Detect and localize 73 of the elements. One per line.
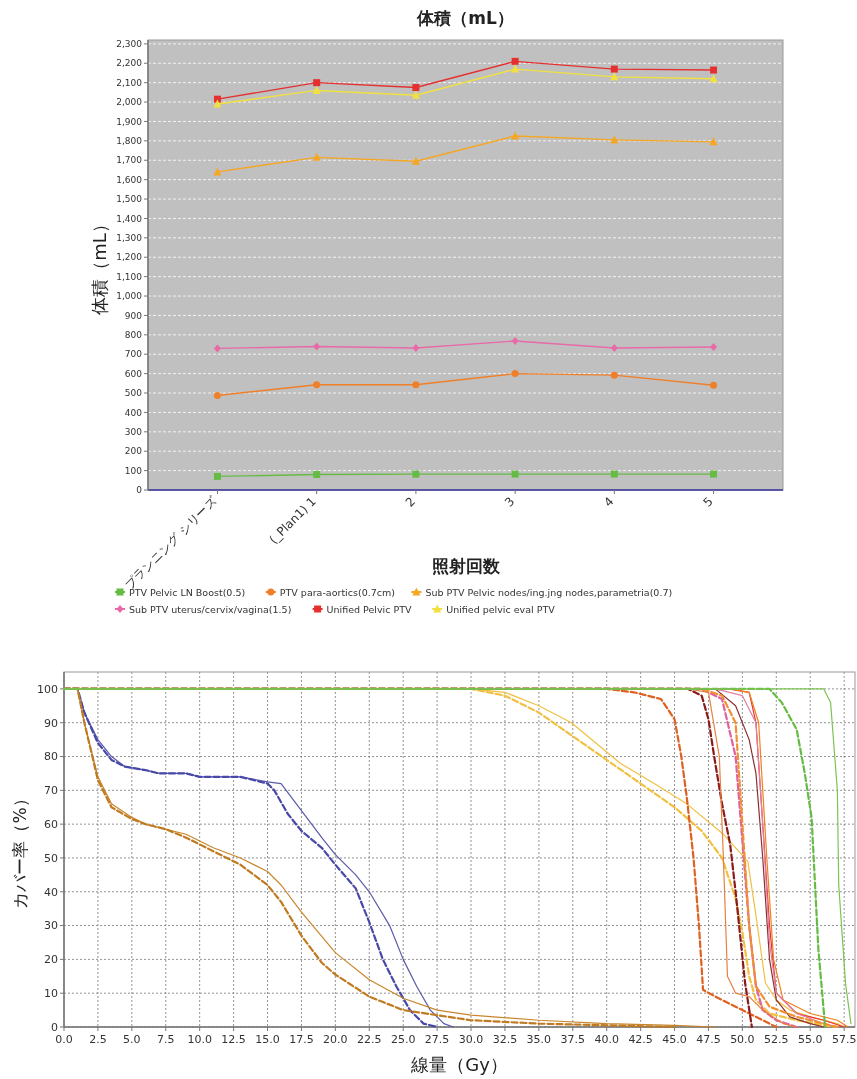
y-tick-label: 0 xyxy=(136,485,143,496)
x-tick-label: 2 xyxy=(402,494,419,510)
y-tick-label: 100 xyxy=(37,682,58,696)
y-tick-label: 30 xyxy=(44,919,58,933)
x-tick-label: 30.0 xyxy=(458,1033,484,1046)
y-tick-label: 2,300 xyxy=(116,39,143,50)
y-tick-label: 800 xyxy=(124,329,143,340)
x-tick-label: 47.5 xyxy=(696,1033,721,1046)
x-tick-label: 15.0 xyxy=(255,1033,280,1046)
y-tick-label: 1,900 xyxy=(116,116,143,127)
y-tick-label: 40 xyxy=(44,885,58,899)
chart-title: 体積（mL） xyxy=(416,8,514,28)
y-tick-label: 1,700 xyxy=(116,155,143,166)
y-tick-label: 0 xyxy=(51,1020,58,1034)
x-tick-label: 4 xyxy=(601,494,617,510)
x-tick-label: 55.0 xyxy=(797,1033,823,1046)
y-tick-label: 1,200 xyxy=(116,252,143,263)
x-tick-label: 45.0 xyxy=(662,1033,687,1046)
y-tick-label: 50 xyxy=(44,851,58,865)
x-tick-label: 12.5 xyxy=(221,1033,246,1046)
x-tick-label: 22.5 xyxy=(357,1033,382,1046)
y-tick-label: 2,000 xyxy=(116,97,143,108)
y-tick-label: 400 xyxy=(124,407,143,418)
x-axis-title: 線量（Gy） xyxy=(410,1054,508,1075)
y-tick-label: 1,100 xyxy=(116,271,143,282)
x-tick-label: 37.5 xyxy=(560,1033,586,1046)
x-tick-label: 17.5 xyxy=(289,1033,314,1046)
y-tick-label: 2,200 xyxy=(116,58,143,69)
x-tick-label: 2.5 xyxy=(89,1033,107,1046)
x-tick-label: 52.5 xyxy=(764,1033,789,1046)
x-axis-title: 照射回数 xyxy=(431,556,501,576)
y-tick-label: 200 xyxy=(124,446,143,457)
legend-label: Sub PTV Pelvic nodes/ing.jng nodes,parametria(0.7) xyxy=(425,586,673,598)
y-tick-label: 2,100 xyxy=(116,77,143,88)
x-tick-label: 35.0 xyxy=(526,1033,552,1046)
x-tick-label: 40.0 xyxy=(594,1033,619,1046)
y-tick-label: 10 xyxy=(44,987,58,1001)
x-tick-label: 25.0 xyxy=(390,1033,416,1046)
x-tick-label: 32.5 xyxy=(492,1033,518,1046)
x-tick-label: 42.5 xyxy=(628,1033,653,1046)
y-tick-label: 90 xyxy=(44,716,58,730)
x-tick-label: 5 xyxy=(700,494,716,510)
legend-label: Unified pelvic eval PTV xyxy=(446,603,556,615)
y-tick-label: 70 xyxy=(44,784,58,798)
y-tick-label: 1,000 xyxy=(116,291,143,302)
x-tick-label: 3 xyxy=(501,494,518,510)
y-tick-label: 500 xyxy=(124,388,143,399)
x-tick-label: 27.5 xyxy=(424,1033,450,1046)
y-axis-title: カバー率（%） xyxy=(10,790,30,909)
legend-label: Unified Pelvic PTV xyxy=(326,603,412,615)
x-tick-label: 10.0 xyxy=(187,1033,212,1046)
legend-label: PTV para-aortics(0.7cm) xyxy=(279,586,395,598)
y-tick-label: 300 xyxy=(124,426,143,437)
y-tick-label: 1,500 xyxy=(116,194,143,205)
x-tick-label: 57.5 xyxy=(831,1033,857,1046)
x-tick-label: 0.0 xyxy=(55,1033,73,1046)
y-tick-label: 1,600 xyxy=(116,174,143,185)
x-tick-label: 20.0 xyxy=(323,1033,348,1046)
y-tick-label: 80 xyxy=(44,750,58,764)
y-tick-label: 700 xyxy=(124,349,143,360)
y-tick-label: 1,400 xyxy=(116,213,143,224)
legend-label: Sub PTV uterus/cervix/vagina(1.5) xyxy=(129,603,292,615)
y-axis-title: 体積（mL） xyxy=(89,215,110,315)
x-tick-label: 5.0 xyxy=(123,1033,141,1046)
y-tick-label: 100 xyxy=(124,465,143,476)
y-tick-label: 1,800 xyxy=(116,136,143,147)
y-tick-label: 60 xyxy=(44,817,58,831)
y-tick-label: 900 xyxy=(124,310,143,321)
x-tick-label: 50.0 xyxy=(730,1033,755,1046)
y-tick-label: 1,300 xyxy=(116,232,143,243)
y-tick-label: 600 xyxy=(124,368,143,379)
y-tick-label: 20 xyxy=(44,953,58,967)
x-tick-label: 7.5 xyxy=(157,1033,175,1046)
